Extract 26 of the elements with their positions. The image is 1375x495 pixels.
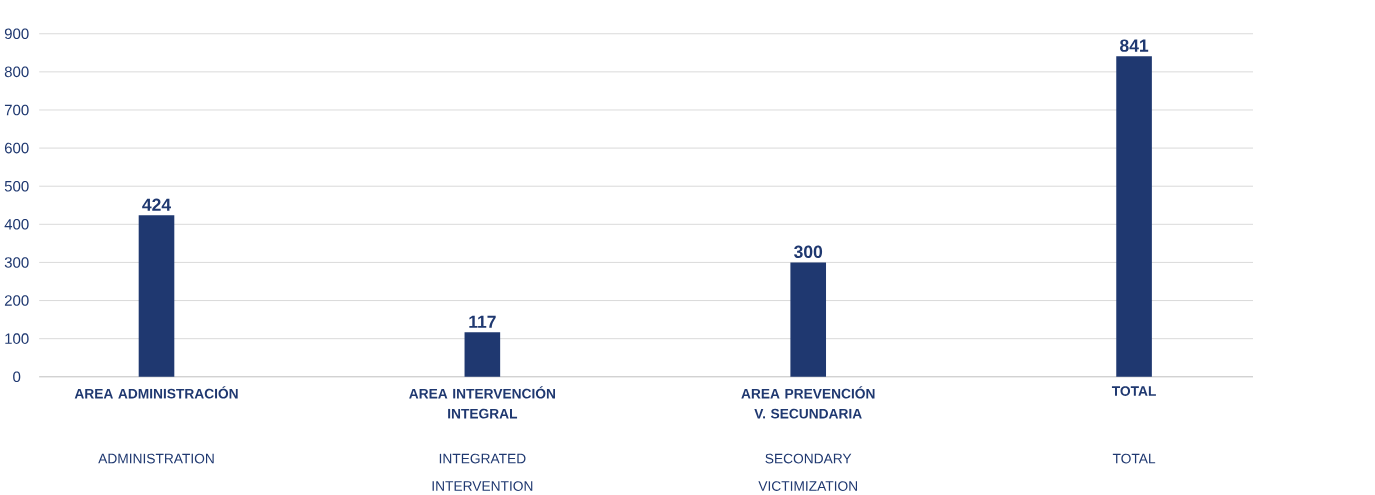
text: ADMINISTRATION [98, 453, 214, 464]
data-label: 841 [1120, 39, 1149, 52]
text: INTEGRATED INTERVENTION [432, 453, 533, 491]
text: TOTAL [1112, 453, 1156, 464]
y-tick-label: 500 [4, 180, 29, 192]
bar [1116, 56, 1152, 377]
bar [790, 262, 827, 377]
y-tick-label: 700 [4, 104, 29, 116]
y-tick-label: 600 [4, 142, 29, 154]
x-tick-label: AREA PREVENCIÓN V. SECUNDARIA [741, 386, 875, 419]
bar [138, 215, 175, 377]
y-tick-label: 800 [4, 66, 29, 78]
text: SECONDARY VICTIMIZATION [758, 453, 857, 491]
y-tick-label: 0 [13, 371, 21, 383]
x-tick-label: TOTAL [1111, 386, 1156, 396]
y-tick-label: 300 [4, 257, 29, 268]
x-tick-label: AREA INTERVENCIÓN INTEGRAL [409, 386, 555, 419]
bar [464, 332, 501, 377]
y-tick-label: 400 [4, 218, 29, 230]
data-label: 300 [794, 245, 823, 258]
data-label: 424 [142, 198, 171, 211]
y-tick-label: 200 [4, 295, 29, 306]
y-tick-label: 900 [4, 28, 29, 40]
y-tick-label: 100 [5, 333, 29, 344]
x-tick-label: AREA ADMINISTRACIÓN [74, 386, 238, 399]
data-label: 117 [469, 315, 496, 328]
